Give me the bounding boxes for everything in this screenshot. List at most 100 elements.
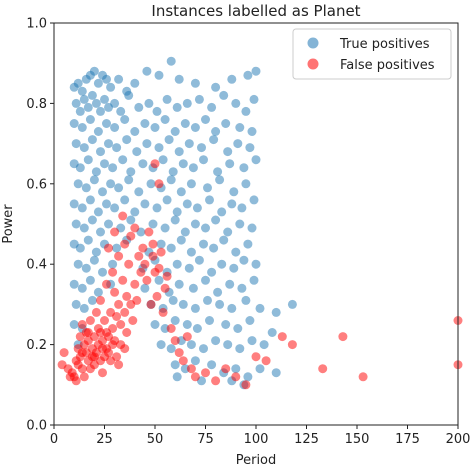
true-positive-point	[160, 223, 170, 233]
chart-title: Instances labelled as Planet	[151, 2, 360, 20]
false-positive-point	[211, 376, 221, 386]
false-positive-point	[118, 211, 128, 221]
true-positive-point	[166, 56, 176, 66]
true-positive-point	[91, 167, 101, 177]
true-positive-point	[73, 259, 83, 269]
false-positive-point	[140, 259, 150, 269]
points-layer	[57, 56, 463, 390]
true-positive-point	[85, 275, 95, 285]
false-positive-point	[89, 352, 99, 362]
true-positive-point	[227, 303, 237, 313]
true-positive-point	[233, 139, 243, 149]
true-positive-point	[182, 199, 192, 209]
true-positive-point	[89, 175, 99, 185]
true-positive-point	[186, 340, 196, 350]
false-positive-point	[108, 340, 118, 350]
true-positive-point	[176, 187, 186, 197]
true-positive-point	[176, 235, 186, 245]
true-positive-point	[75, 243, 85, 253]
true-positive-point	[114, 183, 124, 193]
true-positive-point	[110, 123, 120, 132]
true-positive-point	[186, 247, 196, 257]
true-positive-point	[174, 147, 184, 157]
true-positive-point	[199, 239, 208, 249]
false-positive-point	[122, 291, 132, 301]
true-positive-point	[77, 203, 87, 213]
true-positive-point	[203, 183, 212, 193]
true-positive-point	[287, 299, 297, 309]
true-positive-point	[75, 106, 85, 116]
false-positive-point	[91, 307, 101, 317]
false-positive-point	[162, 271, 172, 281]
true-positive-point	[190, 303, 200, 313]
true-positive-point	[172, 372, 182, 382]
false-positive-point	[146, 299, 156, 309]
true-positive-point	[172, 259, 182, 269]
true-positive-point	[156, 340, 166, 350]
true-positive-point	[85, 195, 95, 205]
true-positive-point	[182, 320, 192, 329]
true-positive-point	[219, 235, 229, 245]
false-positive-point	[142, 275, 152, 285]
true-positive-point	[192, 324, 202, 333]
false-positive-point	[152, 291, 162, 301]
true-positive-point	[83, 235, 93, 245]
false-positive-point	[65, 372, 75, 382]
false-positive-point	[158, 307, 168, 317]
true-positive-point	[144, 98, 154, 108]
true-positive-point	[223, 147, 233, 157]
true-positive-point	[199, 344, 208, 354]
true-positive-point	[168, 295, 178, 305]
true-positive-point	[197, 143, 206, 153]
true-positive-point	[71, 299, 81, 309]
true-positive-point	[174, 279, 184, 289]
true-positive-point	[211, 127, 221, 136]
true-positive-point	[247, 127, 257, 136]
true-positive-point	[215, 175, 225, 185]
true-positive-point	[150, 320, 160, 329]
true-positive-point	[83, 155, 93, 165]
true-positive-point	[87, 295, 97, 305]
true-positive-point	[87, 215, 97, 225]
true-positive-point	[77, 86, 87, 96]
true-positive-point	[87, 135, 97, 145]
true-positive-point	[241, 295, 251, 305]
true-positive-point	[213, 287, 223, 297]
true-positive-point	[237, 283, 247, 293]
true-positive-point	[77, 123, 87, 132]
true-positive-point	[140, 199, 150, 209]
true-positive-point	[190, 123, 200, 132]
true-positive-point	[79, 223, 89, 233]
true-positive-point	[211, 82, 221, 92]
x-axis-label: Period	[236, 453, 277, 468]
true-positive-point	[237, 203, 247, 213]
true-positive-point	[178, 299, 188, 309]
false-positive-point	[154, 179, 164, 189]
true-positive-point	[152, 203, 162, 213]
false-positive-point	[108, 267, 118, 277]
false-positive-point	[71, 356, 81, 366]
false-positive-point	[231, 372, 241, 382]
true-positive-point	[223, 227, 233, 237]
true-positive-point	[110, 98, 120, 108]
false-positive-point	[118, 275, 128, 285]
true-positive-point	[231, 364, 241, 374]
true-positive-point	[69, 279, 79, 289]
true-positive-point	[154, 275, 164, 285]
false-positive-point	[102, 279, 111, 289]
y-tick-label: 0.0	[26, 419, 47, 434]
false-positive-point	[120, 307, 130, 317]
true-positive-point	[207, 267, 217, 277]
true-positive-point	[75, 163, 85, 173]
false-positive-point	[178, 356, 188, 366]
false-positive-point	[358, 372, 368, 382]
true-positive-point	[249, 195, 259, 205]
x-tick-label: 150	[345, 432, 370, 447]
true-positive-point	[182, 98, 192, 108]
true-positive-point	[231, 98, 241, 108]
true-positive-point	[259, 340, 269, 350]
false-positive-point	[112, 312, 122, 321]
false-positive-point	[108, 324, 118, 333]
true-positive-point	[190, 356, 200, 366]
